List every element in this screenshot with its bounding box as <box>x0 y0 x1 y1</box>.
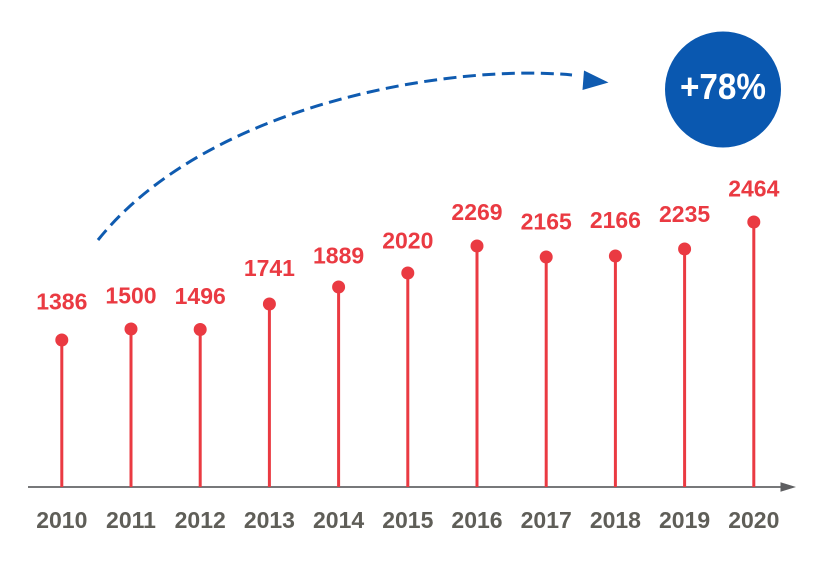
svg-text:1386: 1386 <box>36 289 87 315</box>
svg-text:2017: 2017 <box>521 507 572 533</box>
svg-text:2020: 2020 <box>728 507 779 533</box>
svg-text:2016: 2016 <box>451 507 502 533</box>
svg-text:2018: 2018 <box>590 507 641 533</box>
svg-text:2165: 2165 <box>521 209 572 235</box>
svg-text:2019: 2019 <box>659 507 710 533</box>
svg-text:2464: 2464 <box>728 176 779 202</box>
svg-text:2011: 2011 <box>106 507 156 533</box>
svg-text:2012: 2012 <box>175 507 226 533</box>
svg-text:2235: 2235 <box>659 201 710 227</box>
svg-text:+78%: +78% <box>680 66 766 107</box>
svg-text:1496: 1496 <box>175 283 226 309</box>
svg-text:1741: 1741 <box>244 255 295 281</box>
svg-text:2015: 2015 <box>382 507 433 533</box>
svg-text:2269: 2269 <box>451 199 502 225</box>
svg-text:2020: 2020 <box>382 228 433 254</box>
svg-text:1889: 1889 <box>313 243 364 269</box>
svg-text:2013: 2013 <box>244 507 295 533</box>
svg-text:2010: 2010 <box>36 507 87 533</box>
svg-text:2166: 2166 <box>590 207 641 233</box>
svg-text:2014: 2014 <box>313 507 364 533</box>
svg-text:1500: 1500 <box>105 283 156 309</box>
